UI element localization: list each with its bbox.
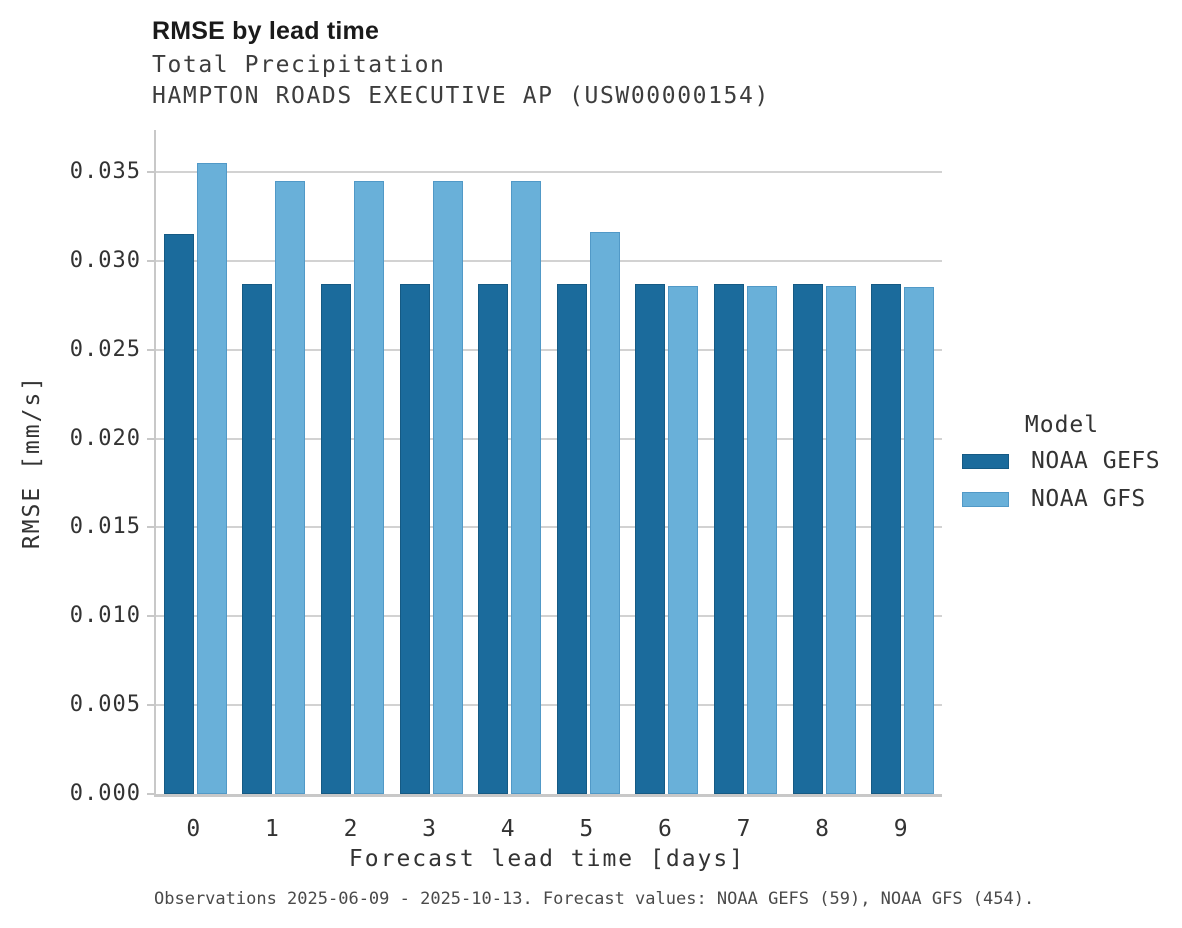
gridline-0.025 [156, 348, 942, 351]
gridline-0.015 [156, 526, 942, 529]
bar-noaa-gfs-day-1 [275, 180, 306, 794]
x-tick-label-3: 3 [422, 816, 437, 842]
legend-label-noaa-gefs: NOAA GEFS [1031, 448, 1161, 474]
legend-swatch-noaa-gfs-icon [962, 491, 1009, 507]
legend-label-noaa-gfs: NOAA GFS [1031, 486, 1146, 512]
chart-subtitle-variable: Total Precipitation [152, 52, 446, 78]
y-tick-label-0.030: 0.030 [69, 247, 141, 273]
bar-noaa-gefs-day-5 [556, 283, 587, 794]
bar-noaa-gefs-day-4 [478, 283, 509, 794]
bar-noaa-gfs-day-6 [668, 285, 699, 794]
y-tick-label-0.005: 0.005 [69, 692, 141, 718]
legend-item-noaa-gfs: NOAA GFS [960, 486, 1164, 512]
bar-noaa-gefs-day-1 [242, 283, 273, 794]
bar-noaa-gefs-day-2 [321, 283, 351, 794]
y-tick-label-0.035: 0.035 [69, 158, 141, 184]
bar-noaa-gefs-day-8 [792, 283, 823, 794]
y-tick-label-0.010: 0.010 [69, 603, 141, 629]
y-axis-tick-labels: 0.000 0.005 0.010 0.015 0.020 0.025 0.030 0.035 [0, 130, 141, 806]
plot-area [147, 130, 942, 797]
bar-noaa-gfs-day-7 [747, 285, 777, 794]
y-tick-label-0.025: 0.025 [69, 336, 141, 362]
bar-noaa-gfs-day-3 [432, 180, 463, 794]
bar-noaa-gefs-day-6 [635, 283, 666, 794]
legend-title: Model [1024, 412, 1100, 438]
x-axis-tick-labels: 0 1 2 3 4 5 6 7 8 9 [154, 816, 940, 846]
x-tick-label-8: 8 [815, 816, 830, 842]
y-tick-label-0.015: 0.015 [69, 514, 141, 540]
x-tick-label-0: 0 [186, 816, 201, 842]
legend-item-noaa-gefs: NOAA GEFS [960, 448, 1164, 474]
legend: Model NOAA GEFS NOAA GFS [960, 412, 1164, 524]
x-axis-label: Forecast lead time [days] [348, 846, 746, 872]
x-tick-label-7: 7 [736, 816, 751, 842]
gridline-0.005 [156, 704, 942, 707]
y-tick-label-0.020: 0.020 [69, 425, 141, 451]
y-tick-mark-0.010 [147, 615, 154, 618]
bar-noaa-gfs-day-9 [904, 287, 935, 794]
x-tick-label-5: 5 [579, 816, 594, 842]
bar-noaa-gefs-day-7 [714, 283, 744, 794]
x-tick-label-4: 4 [500, 816, 515, 842]
y-tick-mark-0.000 [147, 793, 154, 795]
gridline-0.030 [156, 259, 942, 262]
bar-noaa-gfs-day-2 [354, 180, 384, 794]
chart-title: RMSE by lead time [152, 17, 380, 45]
bar-noaa-gfs-day-8 [825, 285, 856, 794]
bar-noaa-gfs-day-0 [196, 163, 227, 794]
chart-subtitle-station: HAMPTON ROADS EXECUTIVE AP (USW00000154) [152, 83, 770, 109]
y-tick-mark-0.020 [147, 437, 154, 440]
x-tick-label-2: 2 [343, 816, 358, 842]
gridline-0.010 [156, 615, 942, 618]
y-tick-mark-0.005 [147, 704, 154, 707]
gridline-0.035 [156, 170, 942, 173]
x-tick-label-9: 9 [893, 816, 908, 842]
y-tick-mark-0.030 [147, 259, 154, 262]
bar-noaa-gefs-day-3 [399, 283, 430, 794]
gridline-0.020 [156, 437, 942, 440]
bar-noaa-gefs-day-0 [163, 234, 194, 794]
y-tick-mark-0.025 [147, 348, 154, 351]
bar-noaa-gefs-day-9 [871, 283, 902, 794]
footnote-caption: Observations 2025-06-09 - 2025-10-13. Fo… [154, 889, 1035, 909]
bar-noaa-gfs-day-4 [511, 180, 542, 794]
x-tick-label-6: 6 [657, 816, 672, 842]
y-tick-label-0.000: 0.000 [69, 781, 141, 806]
legend-swatch-noaa-gefs-icon [962, 453, 1009, 469]
y-tick-mark-0.035 [147, 170, 154, 173]
bar-noaa-gfs-day-5 [589, 232, 620, 794]
y-tick-mark-0.015 [147, 526, 154, 529]
x-tick-label-1: 1 [264, 816, 279, 842]
